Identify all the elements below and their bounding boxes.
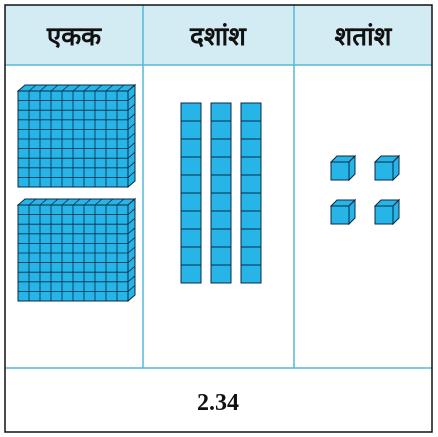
flat-grid xyxy=(61,198,70,206)
rod-cell xyxy=(210,264,232,284)
flat-grid xyxy=(127,275,136,283)
flat-grid xyxy=(39,198,48,206)
rod-cell xyxy=(210,102,232,122)
flat-grid xyxy=(83,84,92,92)
flat-grid xyxy=(127,123,136,130)
header-cell: दशांश xyxy=(189,22,247,52)
flat-grid xyxy=(127,246,136,254)
flat-grid xyxy=(127,256,136,263)
flat-grid xyxy=(127,265,136,273)
rod-cell xyxy=(240,174,262,194)
flat-grid xyxy=(50,198,59,206)
flat-grid xyxy=(127,171,136,178)
flat-grid xyxy=(28,84,37,92)
flat-grid xyxy=(116,198,125,206)
rod-cell xyxy=(180,120,202,140)
rod-cell xyxy=(240,228,262,248)
rod-cell xyxy=(240,102,262,122)
rod-cell xyxy=(240,192,262,212)
rod-cell xyxy=(240,246,262,266)
flat-grid xyxy=(127,103,136,111)
flat-grid xyxy=(83,198,92,206)
blocks xyxy=(16,83,401,303)
cube-face xyxy=(330,205,350,225)
rod-cell xyxy=(180,102,202,122)
flat-grid xyxy=(127,237,136,244)
rod-cell xyxy=(210,174,232,194)
rod-cell xyxy=(240,264,262,284)
rod-cell xyxy=(240,120,262,140)
rod-cell xyxy=(180,174,202,194)
flat-grid xyxy=(127,161,136,169)
flat-grid xyxy=(105,198,114,206)
flat-grid xyxy=(127,142,136,149)
cube-face xyxy=(374,161,394,181)
cube-face xyxy=(374,205,394,225)
rod-cell xyxy=(210,120,232,140)
flat-grid xyxy=(127,132,136,140)
flat-grid xyxy=(50,84,59,92)
rod-cell xyxy=(210,156,232,176)
flat-grid xyxy=(127,94,136,101)
header-cell: शतांश xyxy=(335,22,393,52)
flat-grid xyxy=(28,198,37,206)
rod-cell xyxy=(180,192,202,212)
flat-grid xyxy=(127,217,136,225)
flat-grid xyxy=(127,113,136,121)
flat-grid xyxy=(94,84,103,92)
flat-grid xyxy=(94,198,103,206)
rod-cell xyxy=(240,156,262,176)
rod-cell xyxy=(240,138,262,158)
footer-cell: 2.34 xyxy=(197,390,239,416)
rod-cell xyxy=(180,246,202,266)
flat-grid xyxy=(105,84,114,92)
flat-grid xyxy=(39,84,48,92)
rod-cell xyxy=(180,264,202,284)
flat-grid xyxy=(61,84,70,92)
header-background xyxy=(5,5,432,65)
rod-cell xyxy=(180,210,202,230)
rod-cell xyxy=(210,210,232,230)
rod-cell xyxy=(180,156,202,176)
cube-face xyxy=(330,161,350,181)
rod-cell xyxy=(210,138,232,158)
rod-cell xyxy=(210,192,232,212)
rod-cell xyxy=(210,228,232,248)
flat-grid xyxy=(127,227,136,235)
table-border xyxy=(4,4,433,433)
rod-cell xyxy=(180,228,202,248)
rod-cell xyxy=(180,138,202,158)
flat-grid xyxy=(127,285,136,292)
rod-cell xyxy=(240,210,262,230)
flat-grid xyxy=(72,84,81,92)
rod-cell xyxy=(210,246,232,266)
header-cell: एकक xyxy=(46,22,102,52)
flat-grid xyxy=(127,208,136,215)
flat-grid xyxy=(72,198,81,206)
flat-grid xyxy=(116,84,125,92)
flat-grid xyxy=(127,151,136,159)
